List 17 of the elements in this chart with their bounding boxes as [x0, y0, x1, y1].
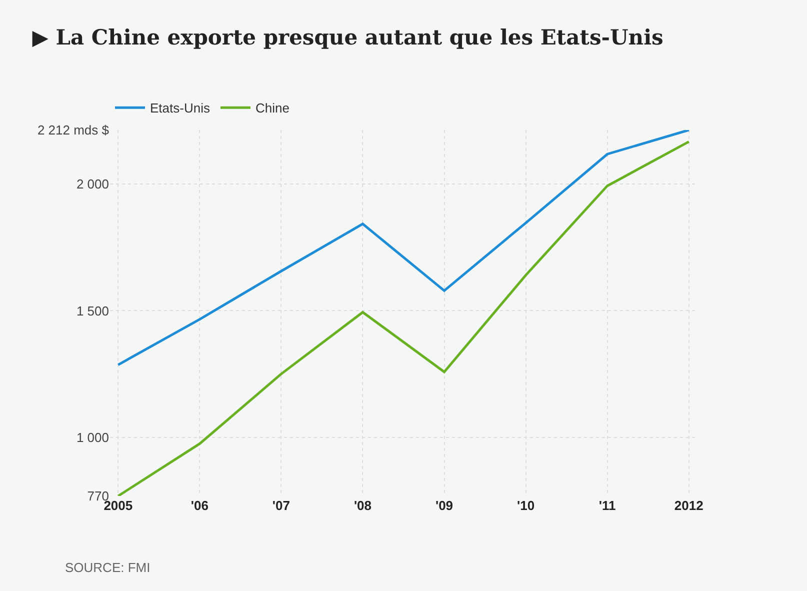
- line-series: [116, 130, 690, 366]
- x-tick-label: '08: [354, 498, 372, 513]
- y-tick-label: 1 000: [76, 430, 109, 446]
- line-series: [116, 140, 690, 496]
- x-tick-label: '10: [517, 498, 535, 513]
- legend-label: Chine: [255, 100, 290, 116]
- x-tick-label: '09: [435, 498, 454, 513]
- source-note: SOURCE: FMI: [65, 560, 150, 575]
- x-tick-label: '06: [190, 498, 208, 513]
- y-tick-label: 2 000: [76, 176, 109, 192]
- x-tick-label: '11: [598, 498, 616, 513]
- chart-title: ▶ La Chine exporte presque autant que les Etats-Unis: [32, 24, 664, 50]
- y-tick-label: 1 500: [76, 303, 109, 318]
- y-tick-label: 2 212 mds $: [37, 122, 110, 138]
- x-tick-label: '07: [272, 498, 290, 513]
- x-tick-label: 2012: [674, 498, 704, 513]
- legend-label: Etats-Unis: [150, 100, 210, 116]
